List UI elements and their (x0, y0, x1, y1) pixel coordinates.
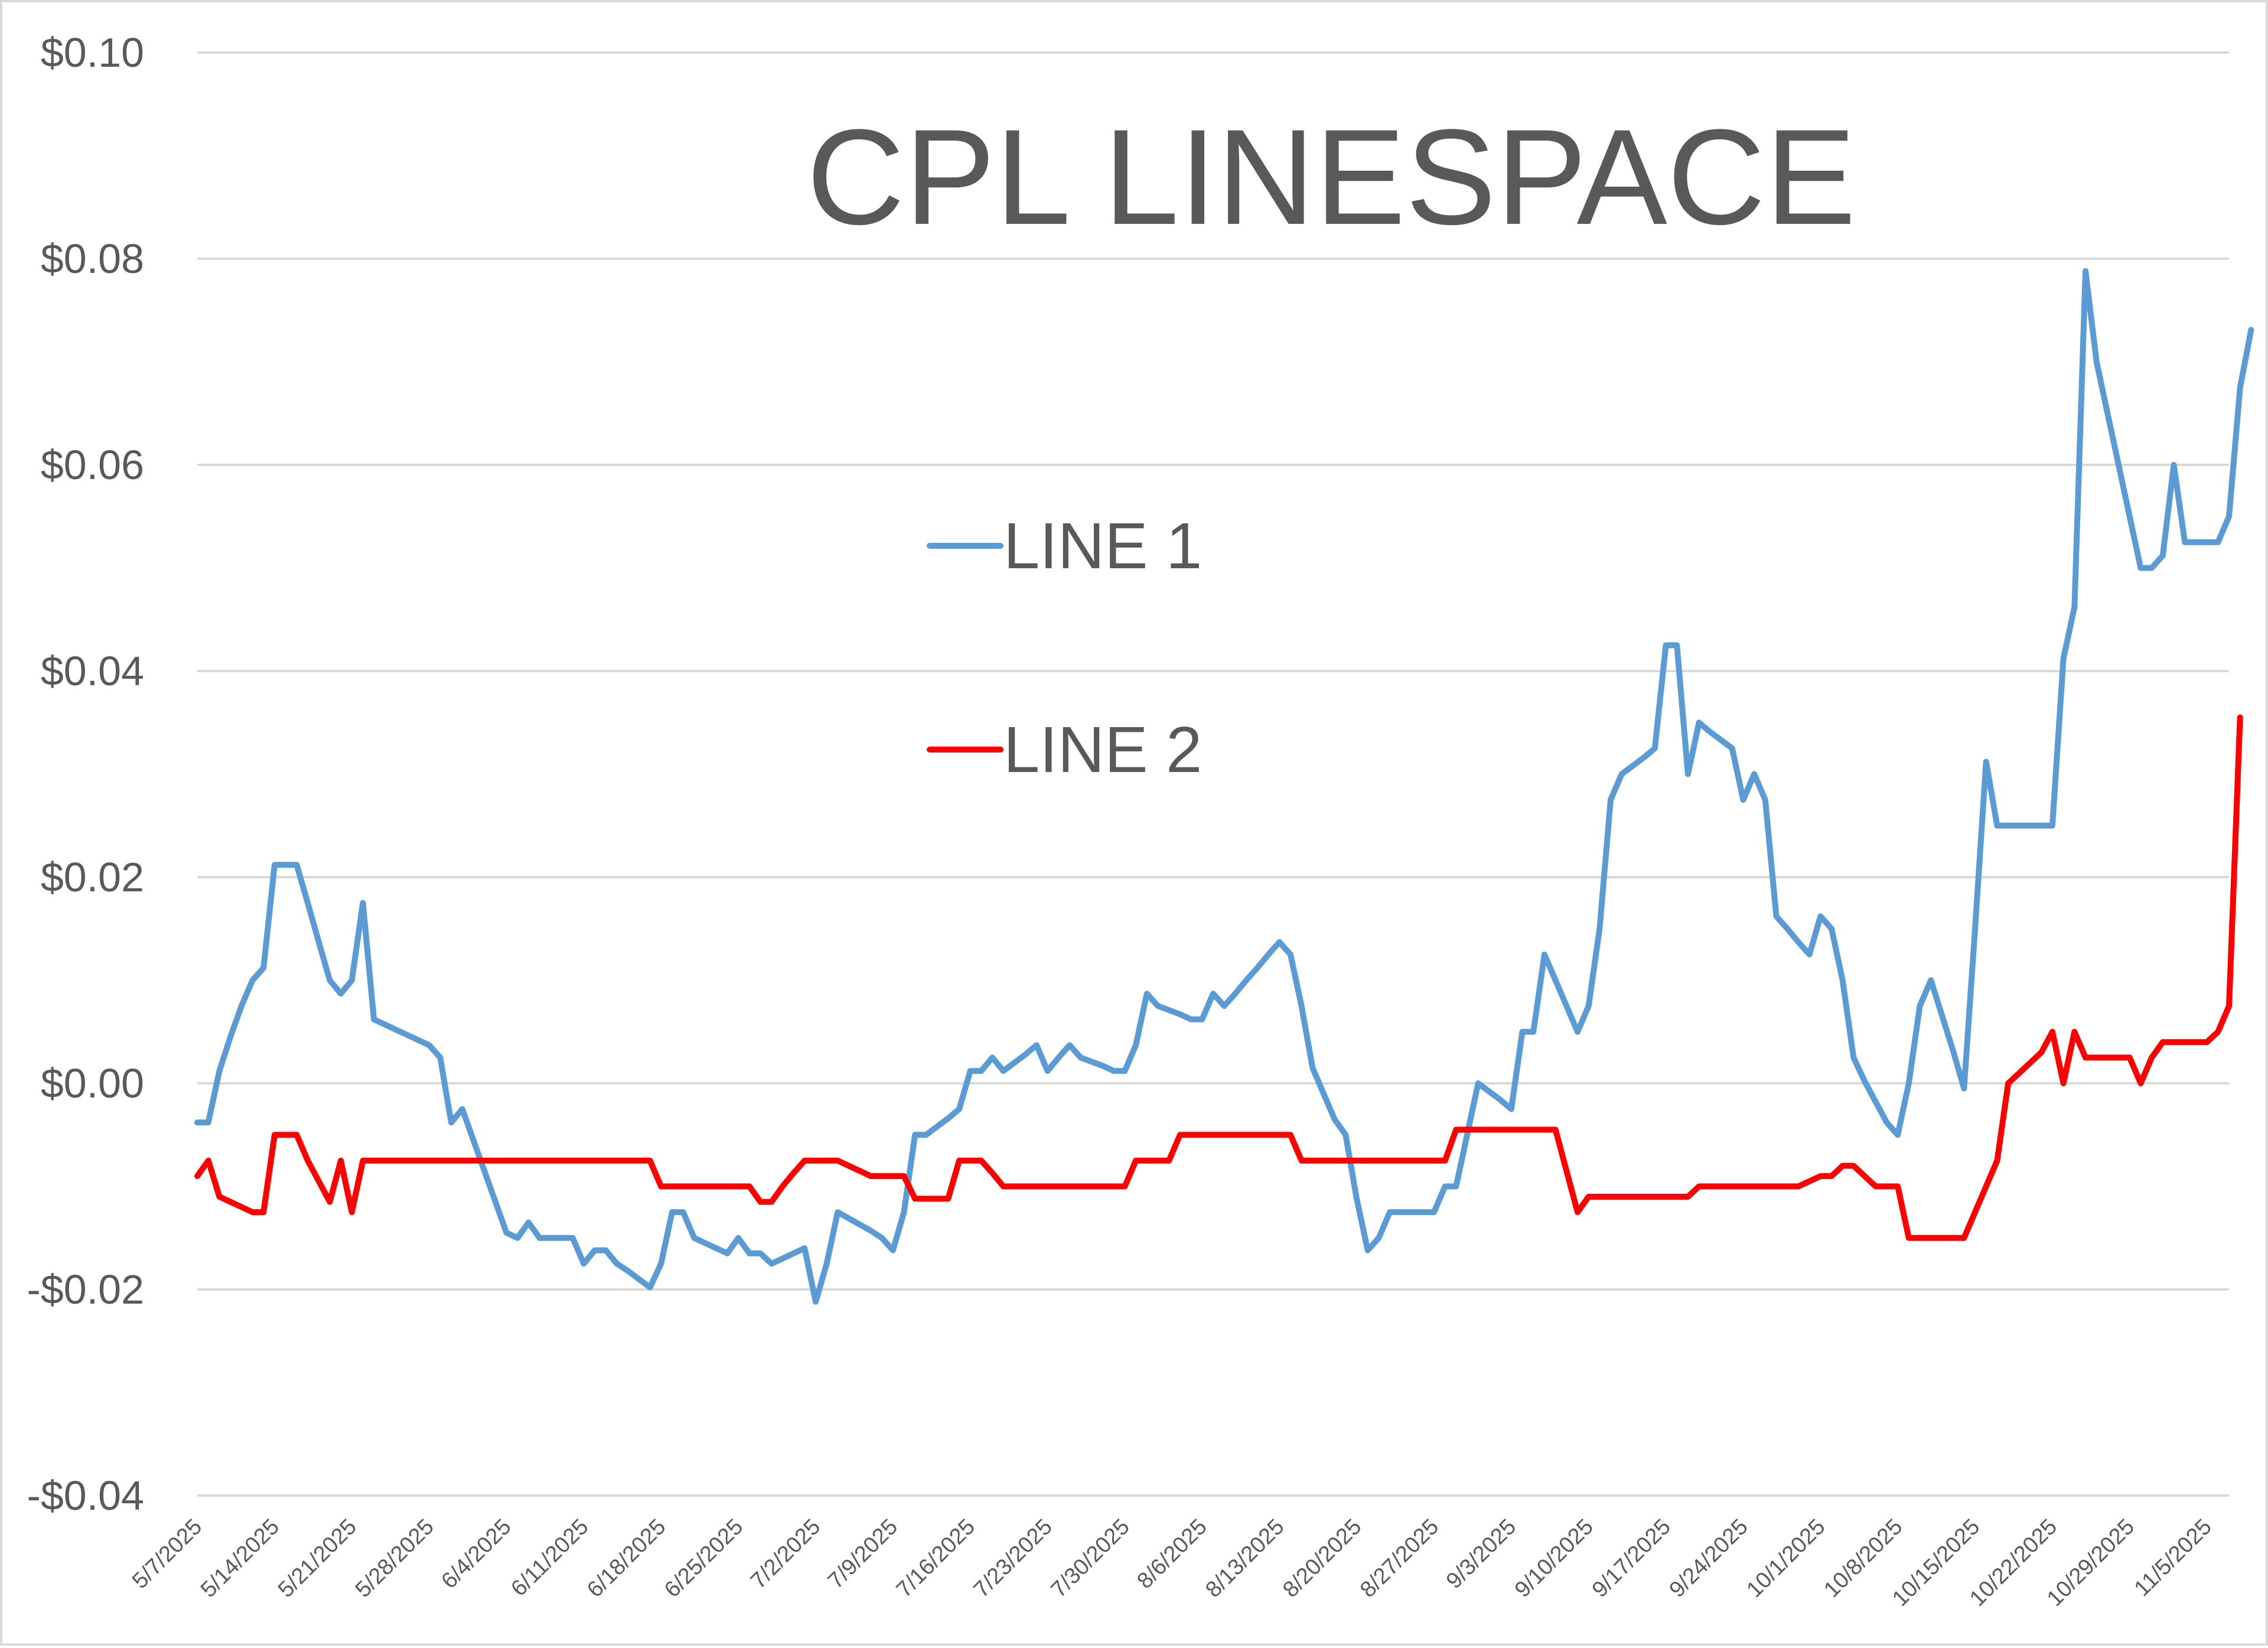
x-tick-label: 8/27/2025 (1355, 1515, 1443, 1603)
y-tick-label: -$0.04 (27, 1473, 144, 1519)
series-lines (194, 268, 2254, 1305)
y-tick-label: $0.10 (41, 30, 144, 76)
x-tick-label: 9/17/2025 (1588, 1515, 1676, 1603)
legend: LINE 1 LINE 2 (927, 510, 1202, 786)
series-line-2 (194, 714, 2243, 1241)
x-tick-label: 9/3/2025 (1442, 1515, 1521, 1594)
y-tick-label: $0.06 (41, 442, 144, 488)
y-axis-ticks: $0.10 $0.08 $0.06 $0.04 $0.02 $0.00 -$0.02 -$0.… (27, 30, 144, 1519)
legend-label-2: LINE 2 (1003, 714, 1202, 786)
x-tick-label: 6/18/2025 (582, 1515, 670, 1603)
x-tick-label: 8/6/2025 (1132, 1515, 1211, 1594)
x-tick-label: 9/10/2025 (1510, 1515, 1598, 1603)
y-tick-label: $0.08 (41, 236, 144, 282)
x-tick-label: 8/20/2025 (1278, 1515, 1366, 1603)
x-tick-label: 7/9/2025 (823, 1515, 902, 1594)
x-tick-label: 7/23/2025 (969, 1515, 1057, 1603)
x-tick-label: 7/2/2025 (746, 1515, 825, 1594)
chart-title: CPL LINESPACE (807, 101, 1856, 253)
x-axis-ticks: 5/7/20255/14/20255/21/20255/28/20256/4/2… (128, 1515, 2217, 1611)
series-line-1 (194, 268, 2254, 1305)
x-tick-label: 5/7/2025 (128, 1515, 207, 1594)
x-tick-label: 9/24/2025 (1665, 1515, 1753, 1603)
gridlines (197, 51, 2229, 1497)
y-tick-label: $0.04 (41, 648, 144, 694)
x-tick-label: 7/30/2025 (1047, 1515, 1135, 1603)
x-tick-label: 8/13/2025 (1201, 1515, 1289, 1603)
x-tick-label: 7/16/2025 (892, 1515, 980, 1603)
x-tick-label: 11/5/2025 (2130, 1515, 2217, 1601)
legend-label-1: LINE 1 (1003, 510, 1202, 582)
x-tick-label: 6/4/2025 (437, 1515, 516, 1594)
x-tick-label: 6/11/2025 (506, 1515, 593, 1601)
y-tick-label: -$0.02 (27, 1266, 144, 1312)
x-tick-label: 5/14/2025 (196, 1515, 284, 1603)
y-tick-label: $0.00 (41, 1060, 144, 1106)
y-tick-label: $0.02 (41, 854, 144, 900)
x-tick-label: 10/1/2025 (1742, 1515, 1830, 1603)
x-tick-label: 6/25/2025 (660, 1515, 748, 1603)
x-tick-label: 5/21/2025 (273, 1515, 361, 1603)
x-tick-label: 5/28/2025 (351, 1515, 439, 1603)
